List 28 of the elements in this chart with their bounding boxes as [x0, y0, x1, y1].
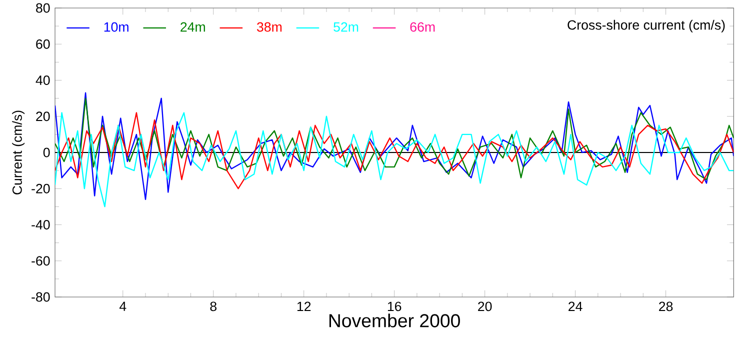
y-tick-label: -80 — [32, 292, 50, 302]
y-axis-title: Current (cm/s) — [12, 110, 25, 194]
legend-label: 52m — [334, 22, 358, 32]
legend-label: 24m — [180, 22, 205, 32]
legend-label: 38m — [256, 22, 282, 32]
line-series — [55, 112, 734, 208]
y-tick-label: 80 — [36, 3, 50, 13]
legend-label: 66m — [410, 22, 435, 32]
y-tick-label: 0 — [43, 148, 50, 158]
y-tick-label: -20 — [32, 184, 50, 194]
x-tick-label: 8 — [210, 302, 216, 312]
text: Cross-shore current (cm/s) — [568, 20, 725, 32]
x-tick-label: 20 — [478, 302, 492, 312]
y-tick-label: -40 — [32, 220, 50, 230]
y-tick-label: -60 — [32, 256, 50, 266]
y-tick-label: 20 — [36, 112, 50, 122]
legend-label: 10m — [104, 22, 128, 32]
y-tick-label: 40 — [36, 76, 50, 85]
line-series — [55, 112, 734, 190]
y-tick-label: 60 — [36, 39, 50, 49]
x-tick-label: 24 — [568, 302, 582, 312]
x-axis-title: November 2000 — [329, 314, 460, 328]
line-series — [55, 92, 734, 200]
x-tick-label: 16 — [388, 302, 402, 312]
x-tick-label: 28 — [659, 302, 673, 312]
x-tick-label: 12 — [297, 302, 311, 312]
line-series — [55, 98, 734, 180]
x-tick-label: 4 — [119, 302, 126, 311]
